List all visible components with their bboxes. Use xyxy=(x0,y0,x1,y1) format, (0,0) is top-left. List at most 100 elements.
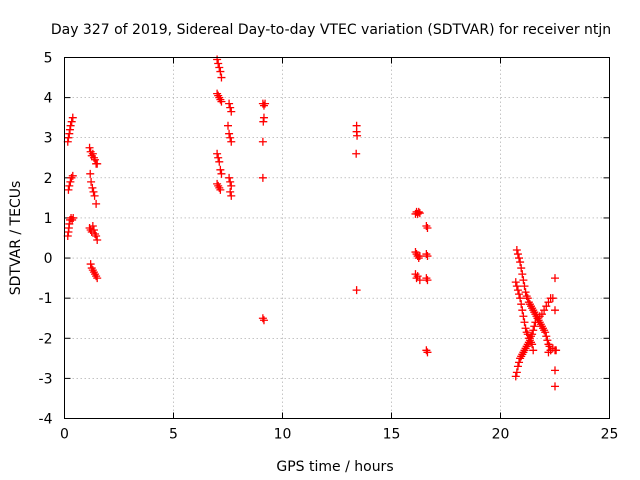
data-point xyxy=(227,181,236,190)
data-point xyxy=(528,330,537,339)
data-point xyxy=(513,250,522,259)
data-point xyxy=(520,282,529,291)
data-point xyxy=(259,316,268,325)
data-point xyxy=(258,173,267,182)
data-point xyxy=(524,298,533,307)
data-point xyxy=(522,342,531,351)
data-point xyxy=(529,326,538,335)
data-point xyxy=(214,153,223,162)
data-point xyxy=(422,274,431,283)
data-point xyxy=(216,67,225,76)
data-point xyxy=(513,286,522,295)
data-point xyxy=(65,129,74,138)
data-point xyxy=(226,133,235,142)
data-point xyxy=(226,177,235,186)
data-point xyxy=(88,183,97,192)
data-point xyxy=(544,298,553,307)
data-point xyxy=(352,286,361,295)
x-tick-label: 10 xyxy=(274,427,292,443)
data-point xyxy=(515,358,524,367)
data-point xyxy=(69,213,78,222)
x-tick-label: 15 xyxy=(383,427,401,443)
data-point xyxy=(523,340,532,349)
data-point xyxy=(225,99,234,108)
data-point xyxy=(423,223,432,232)
data-point xyxy=(224,121,232,130)
data-point xyxy=(413,272,422,281)
data-point xyxy=(518,270,527,279)
data-point xyxy=(67,117,76,126)
data-point xyxy=(88,221,97,230)
data-point xyxy=(539,324,548,333)
data-point xyxy=(217,73,226,82)
data-point xyxy=(63,137,72,146)
data-point xyxy=(415,209,424,218)
data-point xyxy=(423,252,432,261)
y-tick-label: 0 xyxy=(44,251,53,267)
data-point xyxy=(213,149,222,158)
data-point xyxy=(91,155,100,164)
data-point xyxy=(527,302,536,311)
data-point xyxy=(216,95,225,104)
data-point xyxy=(516,258,525,267)
data-point xyxy=(512,246,521,255)
data-point xyxy=(511,372,520,381)
data-point xyxy=(258,314,267,323)
data-point xyxy=(93,159,102,168)
data-point xyxy=(525,300,534,309)
data-point xyxy=(415,276,424,285)
data-point xyxy=(542,302,551,311)
data-point xyxy=(423,348,432,357)
data-point xyxy=(88,266,97,275)
data-point xyxy=(516,354,525,363)
data-point xyxy=(226,187,235,196)
data-point xyxy=(64,133,73,142)
data-point xyxy=(512,368,521,377)
data-point xyxy=(215,183,224,192)
data-point xyxy=(415,252,424,261)
data-point xyxy=(517,300,526,309)
data-point xyxy=(353,131,362,140)
data-point xyxy=(89,153,98,162)
data-point xyxy=(213,89,222,98)
data-point xyxy=(512,282,521,291)
y-tick-label: 2 xyxy=(44,171,53,187)
data-point xyxy=(517,352,526,361)
data-point xyxy=(540,306,549,315)
data-point xyxy=(520,318,529,327)
data-point xyxy=(214,59,223,68)
data-point xyxy=(536,320,545,329)
data-point xyxy=(259,113,268,122)
x-tick-label: 5 xyxy=(169,427,178,443)
data-point xyxy=(66,177,75,186)
data-point xyxy=(88,149,97,158)
data-point xyxy=(87,177,96,186)
data-point xyxy=(530,308,539,317)
data-point xyxy=(519,276,528,285)
data-point xyxy=(530,322,539,331)
data-point xyxy=(66,121,75,130)
data-point xyxy=(217,97,226,106)
data-point xyxy=(68,171,77,180)
data-point xyxy=(523,294,532,303)
data-point xyxy=(225,129,234,138)
y-tick-label: -2 xyxy=(39,331,53,347)
y-tick-label: -4 xyxy=(39,412,53,428)
data-point xyxy=(513,362,522,371)
data-point xyxy=(215,63,224,72)
data-point xyxy=(540,326,549,335)
data-point xyxy=(541,328,550,337)
data-point xyxy=(93,236,102,245)
data-point xyxy=(519,348,528,357)
y-axis-title: SDTVAR / TECUs xyxy=(8,181,24,296)
data-point xyxy=(91,270,100,279)
data-point xyxy=(67,173,76,182)
data-point xyxy=(65,125,74,134)
data-point xyxy=(518,306,527,315)
y-tick-label: 5 xyxy=(44,51,53,67)
data-point xyxy=(89,225,98,234)
data-point xyxy=(422,250,431,259)
data-point xyxy=(63,231,72,240)
y-tick-label: 3 xyxy=(44,131,53,147)
data-point xyxy=(227,191,236,200)
